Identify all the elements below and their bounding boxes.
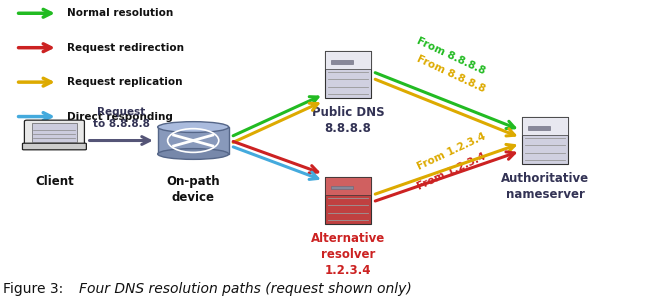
FancyBboxPatch shape	[326, 177, 370, 224]
Ellipse shape	[158, 149, 229, 160]
FancyBboxPatch shape	[326, 52, 370, 69]
Text: Request replication: Request replication	[67, 77, 183, 87]
Text: From 1.2.3.4: From 1.2.3.4	[415, 131, 487, 172]
Text: Figure 3:: Figure 3:	[3, 282, 68, 296]
FancyBboxPatch shape	[522, 117, 568, 135]
FancyBboxPatch shape	[31, 124, 77, 142]
Text: Four DNS resolution paths (request shown only): Four DNS resolution paths (request shown…	[79, 282, 411, 296]
Text: Request
to 8.8.8.8: Request to 8.8.8.8	[93, 107, 150, 128]
Text: From 1.2.3.4: From 1.2.3.4	[415, 151, 487, 192]
FancyBboxPatch shape	[326, 52, 370, 98]
FancyBboxPatch shape	[158, 127, 229, 154]
Text: Request redirection: Request redirection	[67, 43, 184, 53]
Text: Client: Client	[35, 175, 74, 188]
Text: Authoritative
nameserver: Authoritative nameserver	[501, 172, 589, 201]
FancyBboxPatch shape	[23, 143, 87, 150]
FancyBboxPatch shape	[24, 120, 85, 145]
Text: From 8.8.8.8: From 8.8.8.8	[415, 54, 487, 94]
Text: On-path
device: On-path device	[167, 175, 220, 204]
Ellipse shape	[158, 122, 229, 132]
FancyBboxPatch shape	[326, 177, 370, 195]
FancyBboxPatch shape	[331, 186, 353, 189]
Text: From 8.8.8.8: From 8.8.8.8	[415, 36, 487, 76]
Text: Direct responding: Direct responding	[67, 112, 173, 122]
FancyBboxPatch shape	[527, 126, 550, 130]
Text: Alternative
resolver
1.2.3.4: Alternative resolver 1.2.3.4	[311, 232, 385, 277]
FancyBboxPatch shape	[522, 117, 568, 164]
FancyBboxPatch shape	[331, 60, 353, 64]
Text: Normal resolution: Normal resolution	[67, 8, 174, 18]
Text: Public DNS
8.8.8.8: Public DNS 8.8.8.8	[312, 106, 384, 135]
